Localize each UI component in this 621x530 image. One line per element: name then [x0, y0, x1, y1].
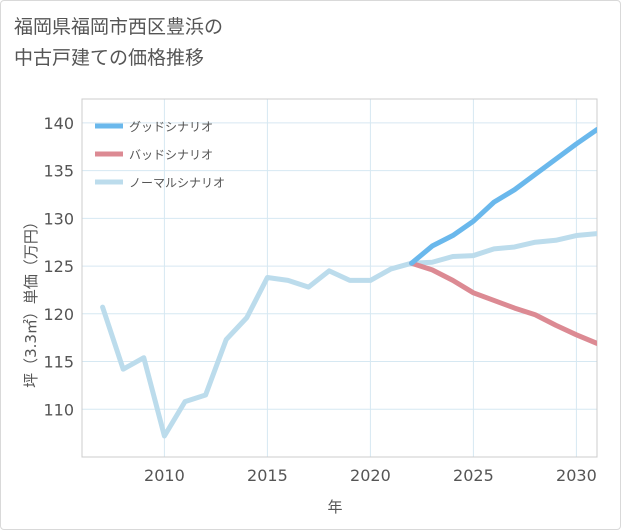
y-tick-label: 120	[43, 305, 74, 324]
x-tick-label: 2010	[144, 466, 185, 485]
chart-title: 福岡県福岡市西区豊浜の 中古戸建ての価格推移	[14, 12, 574, 74]
legend-label-good: グッドシナリオ	[129, 120, 213, 134]
x-tick-label: 2015	[247, 466, 288, 485]
y-tick-label: 140	[43, 114, 74, 133]
y-tick-label: 110	[43, 400, 74, 419]
x-tick-label: 2020	[350, 466, 391, 485]
y-tick-label: 130	[43, 209, 74, 228]
series-line-good	[409, 127, 597, 266]
y-axis: 110 115 120 125 130 135 140	[43, 114, 74, 419]
legend-label-normal: ノーマルシナリオ	[129, 176, 225, 190]
grid	[82, 99, 597, 457]
y-tick-label: 125	[43, 257, 74, 276]
chart-title-line-1: 福岡県福岡市西区豊浜の	[14, 16, 224, 38]
x-axis-label: 年	[327, 498, 342, 516]
legend-label-bad: バッドシナリオ	[129, 148, 213, 162]
series-line-normal	[100, 231, 597, 439]
series-line-bad	[409, 260, 597, 346]
x-tick-label: 2030	[556, 466, 597, 485]
plot-area-border	[81, 98, 598, 458]
x-axis: 2010 2015 2020 2025 2030	[144, 466, 597, 485]
y-axis-label: 坪（3.3㎡）単価（万円）	[22, 214, 40, 388]
y-tick-label: 135	[43, 162, 74, 181]
x-tick-label: 2025	[453, 466, 494, 485]
series-lines	[100, 127, 597, 439]
y-tick-label: 115	[43, 353, 74, 372]
chart-title-line-2: 中古戸建ての価格推移	[14, 47, 205, 69]
